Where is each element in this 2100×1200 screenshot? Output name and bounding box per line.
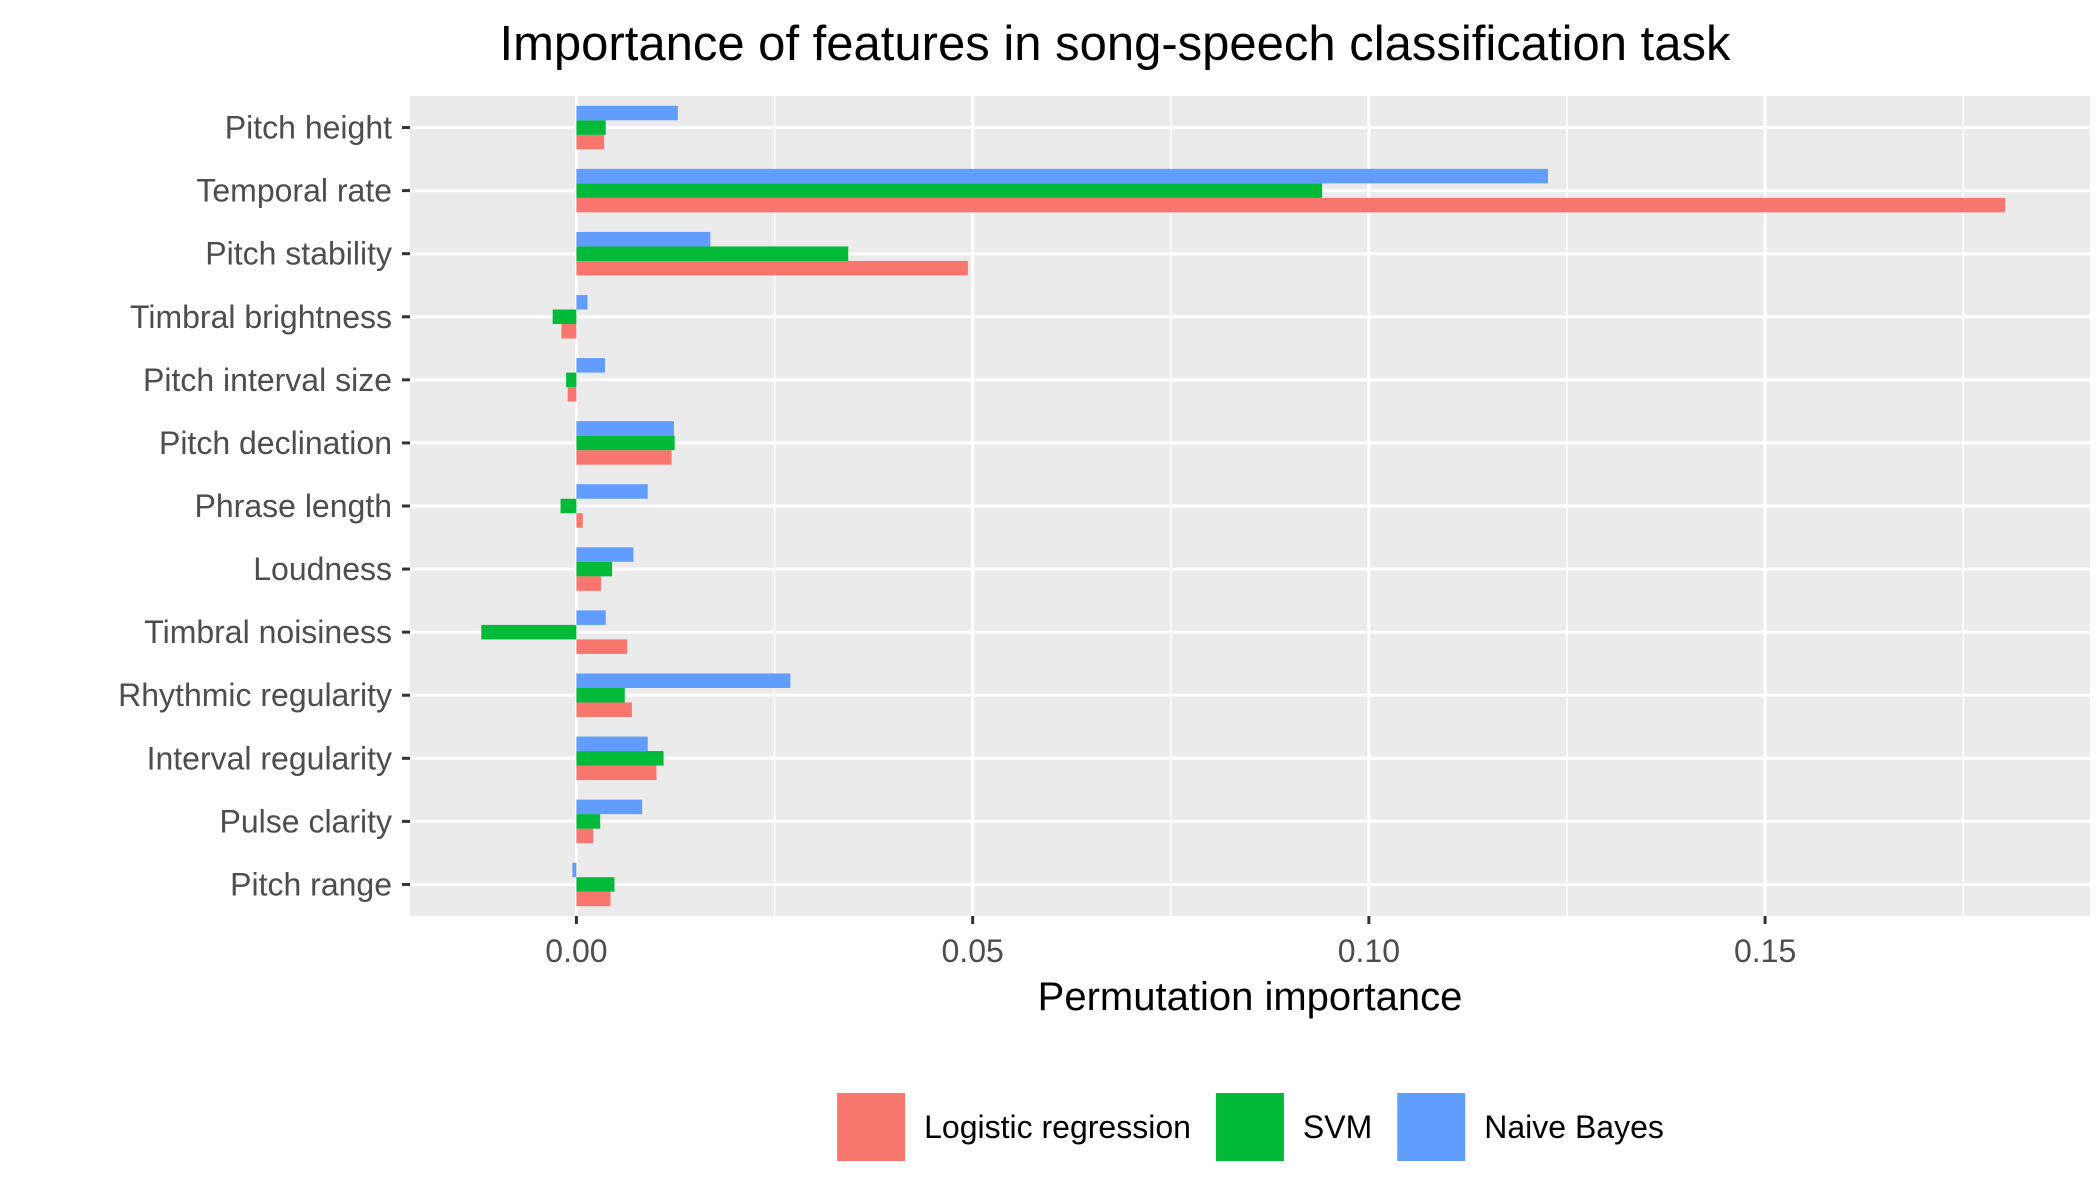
bar [576, 702, 632, 717]
legend-label: Logistic regression [924, 1109, 1191, 1145]
bar [576, 814, 601, 829]
bar [576, 435, 675, 451]
legend-label: SVM [1303, 1109, 1372, 1145]
x-tick-label: 0.10 [1338, 933, 1400, 969]
bar [576, 358, 605, 373]
bar [576, 610, 606, 625]
bar [576, 197, 2006, 213]
x-tick-label: 0.00 [545, 933, 607, 969]
y-tick-label: Timbral noisiness [144, 614, 392, 650]
bar [576, 765, 657, 781]
y-tick-label: Pitch stability [205, 236, 392, 272]
bar [576, 891, 611, 907]
bar [576, 295, 588, 310]
bar [576, 639, 628, 654]
y-axis: Pitch height Temporal rate Pitch stability… [118, 110, 410, 902]
bar [567, 387, 577, 402]
bar [576, 736, 648, 752]
bar [576, 105, 678, 121]
bar [576, 260, 968, 276]
legend-key [1213, 1091, 1286, 1163]
bar [576, 751, 664, 766]
y-tick-label: Pulse clarity [220, 803, 393, 839]
y-tick-label: Pitch range [230, 866, 392, 902]
bar [576, 576, 601, 591]
legend: Logistic regression SVM Naive Bayes [835, 1091, 1664, 1163]
x-axis-title: Permutation importance [1038, 975, 1463, 1019]
bar [561, 324, 577, 339]
bars [481, 105, 2006, 907]
x-tick-label: 0.15 [1734, 933, 1796, 969]
bar [576, 231, 711, 247]
bar [576, 484, 648, 499]
bar [576, 687, 625, 703]
y-tick-label: Pitch declination [159, 425, 392, 461]
bar [576, 547, 634, 562]
legend-label: Naive Bayes [1484, 1109, 1664, 1145]
y-tick-label: Phrase length [195, 488, 392, 524]
bar [481, 624, 577, 640]
legend-key [835, 1091, 908, 1163]
y-tick-label: Pitch interval size [143, 362, 392, 398]
bar [576, 561, 613, 577]
bar [576, 421, 674, 436]
x-tick-label: 0.05 [942, 933, 1004, 969]
bar [572, 862, 577, 878]
bar [576, 673, 791, 688]
bar [576, 513, 583, 528]
y-tick-label: Loudness [253, 551, 392, 587]
bar [566, 372, 577, 388]
bar [576, 120, 606, 135]
y-tick-label: Rhythmic regularity [118, 677, 392, 713]
x-axis: 0.00 0.05 0.10 0.15 [545, 916, 1796, 969]
chart-title: Importance of features in song-speech cl… [499, 17, 1731, 71]
bar [576, 183, 1323, 198]
y-tick-label: Interval regularity [147, 740, 392, 776]
y-tick-label: Timbral brightness [130, 299, 392, 335]
bar [576, 168, 1548, 184]
bar [576, 828, 594, 844]
bar [576, 799, 643, 815]
bar [560, 498, 577, 514]
legend-key [1395, 1091, 1468, 1163]
bar [576, 134, 605, 150]
y-tick-label: Pitch height [225, 110, 392, 146]
bar [576, 450, 672, 465]
bar [552, 309, 577, 325]
bar [576, 246, 849, 261]
bar [576, 877, 615, 892]
y-tick-label: Temporal rate [196, 173, 392, 209]
